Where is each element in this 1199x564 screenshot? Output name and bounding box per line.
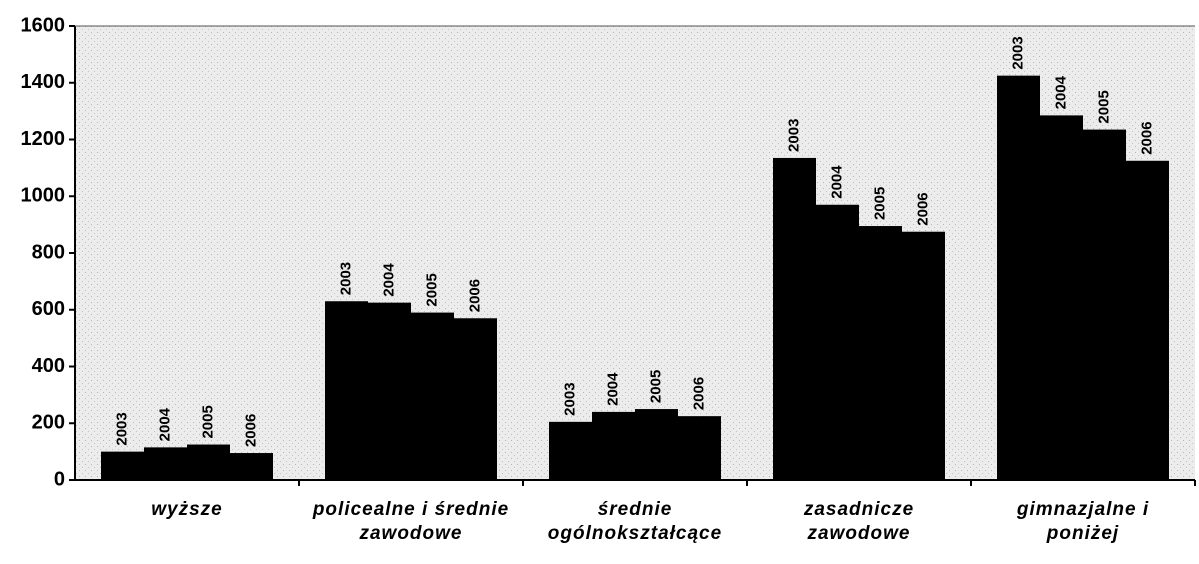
bar [816, 204, 859, 480]
series-label: 2004 [828, 165, 845, 199]
bar [773, 157, 816, 480]
series-label: 2003 [1009, 36, 1026, 69]
y-tick-label: 800 [32, 241, 65, 263]
bar [1083, 129, 1126, 480]
bar [678, 416, 721, 480]
y-tick-label: 1600 [21, 14, 66, 36]
bar [187, 444, 230, 480]
bar [101, 451, 144, 480]
series-label: 2003 [785, 119, 802, 152]
bar [1040, 115, 1083, 480]
series-label: 2006 [690, 377, 707, 410]
y-tick-label: 600 [32, 298, 65, 320]
series-label: 2006 [242, 414, 259, 447]
series-label: 2005 [423, 273, 440, 306]
bar [368, 302, 411, 480]
series-label: 2006 [1138, 121, 1155, 154]
series-label: 2005 [1095, 90, 1112, 123]
bar [1126, 160, 1169, 480]
series-label: 2004 [156, 407, 173, 441]
bar [549, 421, 592, 480]
series-label: 2004 [380, 263, 397, 297]
series-label: 2006 [914, 192, 931, 225]
series-label: 2004 [1052, 75, 1069, 109]
x-tick-label: średnie ogólnokształcące [547, 499, 723, 544]
bar [635, 409, 678, 480]
series-label: 2003 [337, 262, 354, 295]
x-tick-label: wyższe [151, 499, 223, 520]
bar [859, 226, 902, 480]
bar [592, 411, 635, 480]
bar [144, 447, 187, 480]
y-tick-label: 0 [54, 468, 65, 490]
bar [325, 301, 368, 480]
y-tick-label: 400 [32, 355, 65, 377]
series-label: 2005 [647, 370, 664, 403]
y-tick-label: 200 [32, 412, 65, 434]
bar [997, 75, 1040, 480]
x-tick-label: policealne i średnie zawodowe [312, 499, 510, 544]
y-tick-label: 1200 [21, 128, 66, 150]
series-label: 2006 [466, 279, 483, 312]
series-label: 2003 [561, 382, 578, 415]
bar [411, 312, 454, 480]
series-label: 2005 [871, 187, 888, 220]
x-tick-label: zasadnicze zawodowe [803, 499, 915, 544]
series-label: 2005 [199, 405, 216, 438]
x-tick-label: gimnazjalne i poniżej [1016, 499, 1150, 544]
bar [230, 453, 273, 480]
series-label: 2004 [604, 372, 621, 406]
y-tick-label: 1000 [21, 185, 66, 207]
y-tick-label: 1400 [21, 71, 66, 93]
bar [454, 318, 497, 480]
bar [902, 231, 945, 480]
series-label: 2003 [113, 412, 130, 445]
